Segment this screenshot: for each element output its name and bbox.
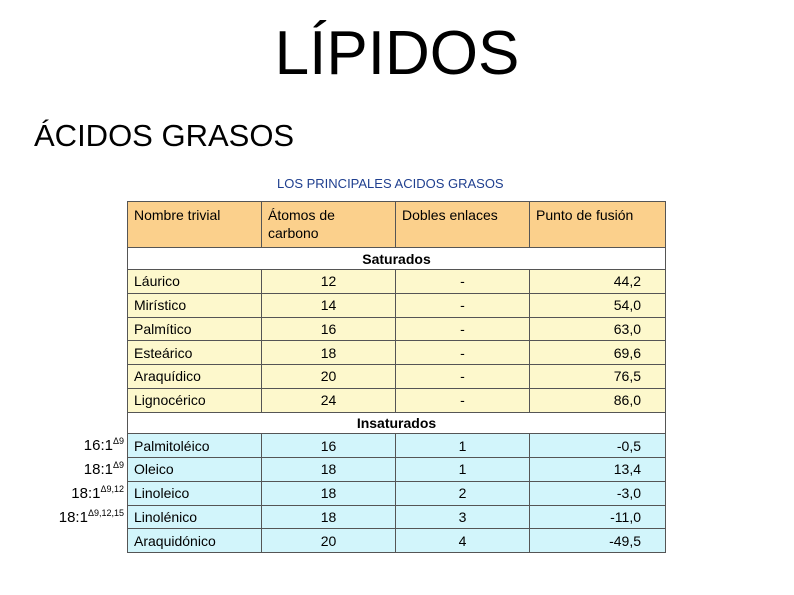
notation-base: 18:1	[58, 509, 88, 526]
cell-double-bonds: 1	[395, 433, 530, 458]
cell-melting-point: 44,2	[529, 269, 666, 294]
cell-double-bonds: 2	[395, 480, 530, 506]
section-subtitle: ÁCIDOS GRASOS	[34, 118, 295, 153]
cell-melting-point: 76,5	[529, 364, 666, 389]
cell-double-bonds: -	[395, 387, 530, 413]
cell-name: Láurico	[127, 269, 262, 294]
cell-double-bonds: -	[395, 269, 530, 294]
table-row: Mirístico 14-54,0	[127, 292, 666, 318]
cell-double-bonds: 1	[395, 457, 530, 482]
fatty-acids-table: Nombre trivial Átomos de carbono Dobles …	[127, 200, 666, 553]
section-row-unsaturated: Insaturados	[127, 411, 666, 435]
cell-carbons: 16	[261, 316, 396, 342]
cell-name: Lignocérico	[127, 387, 262, 413]
notation-superscript: Δ9,12	[100, 484, 124, 494]
notation-superscript: Δ9	[112, 436, 124, 446]
cell-carbons: 24	[261, 387, 396, 413]
header-trivial-name: Nombre trivial	[127, 200, 262, 249]
cell-name: Linolénico	[127, 504, 262, 530]
table-header-row: Nombre trivial Átomos de carbono Dobles …	[127, 200, 666, 249]
header-melting-point: Punto de fusión	[529, 200, 666, 249]
unsaturated-label: Insaturados	[127, 411, 666, 435]
header-carbon-atoms: Átomos de carbono	[261, 200, 396, 249]
cell-melting-point: 63,0	[529, 316, 666, 342]
cell-melting-point: -49,5	[529, 528, 666, 553]
table-row: Palmitoléico 16 1 -0,5	[127, 433, 666, 458]
table-row: Palmítico 16-63,0	[127, 316, 666, 342]
table-row: Araquídico 20-76,5	[127, 364, 666, 389]
fatty-acid-notation: 18:1Δ9,12,15	[59, 508, 124, 526]
cell-carbons: 12	[261, 269, 396, 294]
cell-name: Araquidónico	[127, 528, 262, 553]
table-row: Linolénico 18 3 -11,0	[127, 504, 666, 530]
table-row: Láurico 12-44,2	[127, 269, 666, 294]
header-double-bonds: Dobles enlaces	[395, 200, 530, 249]
cell-carbons: 20	[261, 364, 396, 389]
cell-name: Palmítico	[127, 316, 262, 342]
saturated-rows: Láurico 12-44,2 Mirístico 14-54,0 Palmítico 1…	[127, 269, 666, 413]
notation-base: 18:1	[71, 485, 101, 502]
cell-name: Araquídico	[127, 364, 262, 389]
saturated-label: Saturados	[127, 247, 666, 271]
cell-double-bonds: 4	[395, 528, 530, 553]
section-row-saturated: Saturados	[127, 247, 666, 271]
cell-carbons: 16	[261, 433, 396, 458]
cell-melting-point: 13,4	[529, 457, 666, 482]
table-row: Araquidónico 20 4 -49,5	[127, 528, 666, 553]
cell-melting-point: -0,5	[529, 433, 666, 458]
cell-name: Oleico	[127, 457, 262, 482]
table-row: Oleico 18 1 13,4	[127, 457, 666, 482]
cell-name: Linoleico	[127, 480, 262, 506]
cell-carbons: 18	[261, 457, 396, 482]
fatty-acid-notation: 16:1Δ9	[84, 436, 124, 454]
cell-double-bonds: -	[395, 292, 530, 318]
table-row: Esteárico 18-69,6	[127, 340, 666, 366]
cell-double-bonds: -	[395, 340, 530, 366]
notation-base: 18:1	[83, 461, 113, 478]
cell-name: Palmitoléico	[127, 433, 262, 458]
slide-title: LÍPIDOS	[274, 19, 520, 88]
cell-carbons: 18	[261, 504, 396, 530]
unsaturated-rows: Palmitoléico 16 1 -0,5 Oleico 18 1 13,4 Linoleic…	[127, 433, 666, 553]
notation-base: 16:1	[83, 437, 113, 454]
cell-melting-point: -3,0	[529, 480, 666, 506]
cell-name: Esteárico	[127, 340, 262, 366]
notation-superscript: Δ9	[112, 460, 124, 470]
cell-carbons: 14	[261, 292, 396, 318]
cell-melting-point: 54,0	[529, 292, 666, 318]
table-row: Linoleico 18 2 -3,0	[127, 480, 666, 506]
cell-melting-point: 69,6	[529, 340, 666, 366]
fatty-acid-notation: 18:1Δ9	[84, 460, 124, 478]
table-caption: LOS PRINCIPALES ACIDOS GRASOS	[277, 176, 504, 191]
cell-carbons: 20	[261, 528, 396, 553]
cell-double-bonds: -	[395, 316, 530, 342]
cell-carbons: 18	[261, 340, 396, 366]
cell-melting-point: 86,0	[529, 387, 666, 413]
cell-double-bonds: 3	[395, 504, 530, 530]
cell-name: Mirístico	[127, 292, 262, 318]
cell-carbons: 18	[261, 480, 396, 506]
cell-melting-point: -11,0	[529, 504, 666, 530]
notation-superscript: Δ9,12,15	[87, 508, 124, 518]
cell-double-bonds: -	[395, 364, 530, 389]
fatty-acid-notation: 18:1Δ9,12	[71, 484, 124, 502]
table-row: Lignocérico 24-86,0	[127, 387, 666, 413]
